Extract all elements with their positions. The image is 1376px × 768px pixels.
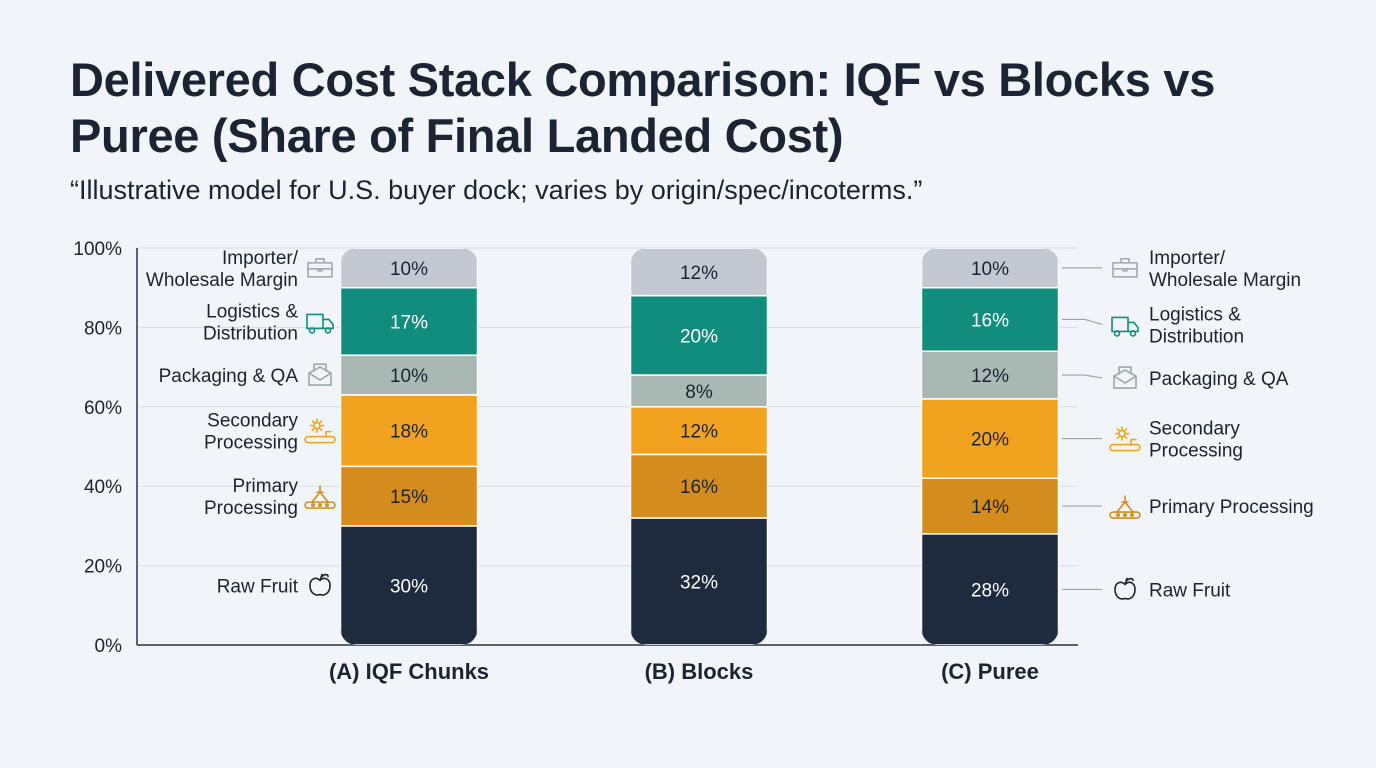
legend-label: Packaging & QA — [1149, 369, 1289, 390]
bar-segment — [921, 248, 1059, 289]
data-label: 12% — [680, 263, 718, 284]
bar-segment — [921, 350, 1059, 400]
apple-icon — [309, 573, 331, 596]
y-tick-label: 60% — [84, 398, 122, 419]
bar-segment — [630, 248, 768, 297]
data-label: 30% — [390, 576, 428, 597]
legend-label: Primary — [233, 476, 299, 497]
legend-label: Secondary — [207, 411, 298, 432]
x-tick-label: (C) Puree — [941, 659, 1039, 684]
data-label: 17% — [390, 312, 428, 333]
legend: Raw FruitPrimaryProcessingSecondaryProce… — [146, 248, 1314, 602]
data-label: 8% — [685, 382, 713, 403]
y-tick-label: 40% — [84, 477, 122, 498]
bars — [340, 248, 1059, 645]
data-label: 28% — [971, 580, 1009, 601]
gear-conveyor-icon — [1109, 426, 1141, 452]
legend-label: Logistics & — [1149, 304, 1241, 325]
package-icon — [308, 363, 332, 386]
data-label: 12% — [971, 366, 1009, 387]
data-label: 20% — [680, 326, 718, 347]
x-tick-label: (A) IQF Chunks — [329, 659, 489, 684]
legend-label: Logistics & — [206, 301, 298, 322]
y-tick-label: 20% — [84, 557, 122, 578]
bar-segment — [340, 248, 478, 289]
bar-group — [340, 248, 478, 645]
briefcase-icon — [1112, 258, 1138, 278]
leader-line — [1062, 374, 1103, 379]
y-tick-label: 100% — [73, 239, 122, 260]
data-label: 10% — [390, 259, 428, 280]
legend-label: Importer/ — [1149, 248, 1226, 269]
bar-segment — [340, 525, 478, 645]
bar-segment — [921, 286, 1059, 352]
data-label: 15% — [390, 487, 428, 508]
bar-segment — [921, 533, 1059, 645]
legend-label: Processing — [204, 498, 298, 519]
axes: 0% 20% 40% 60% 80% 100% (A) IQF Chunks (B) Bloc… — [73, 239, 1078, 684]
data-label: 10% — [971, 259, 1009, 280]
conveyor-icon — [304, 485, 336, 509]
legend-label: Secondary — [1149, 419, 1240, 440]
briefcase-icon — [307, 258, 333, 278]
bar-group — [630, 248, 768, 645]
bar-segment — [630, 406, 768, 456]
data-labels: 30% 15% 18% 10% 17% 10% 32% 16% 12% 8% 20% 12% 28% 14… — [390, 259, 1009, 602]
data-label: 16% — [680, 477, 718, 498]
data-label: 10% — [390, 366, 428, 387]
bar-segment — [630, 453, 768, 519]
legend-label: Importer/ — [222, 248, 299, 269]
chart-subtitle: “Illustrative model for U.S. buyer dock;… — [70, 175, 923, 205]
bar-segment — [921, 398, 1059, 480]
truck-icon — [306, 313, 334, 334]
data-label: 16% — [971, 310, 1009, 331]
legend-label: Raw Fruit — [217, 576, 299, 597]
data-label: 12% — [680, 422, 718, 443]
bar-segment — [340, 465, 478, 527]
bar-segment — [340, 354, 478, 396]
legend-label: Distribution — [203, 323, 298, 344]
legend-label: Raw Fruit — [1149, 580, 1231, 601]
legend-label: Processing — [204, 433, 298, 454]
conveyor-icon — [1109, 495, 1141, 519]
x-tick-label: (B) Blocks — [645, 659, 754, 684]
package-icon — [1113, 366, 1137, 389]
bar-group — [921, 248, 1059, 645]
apple-icon — [1114, 577, 1136, 600]
legend-label: Wholesale Margin — [146, 270, 298, 291]
data-label: 14% — [971, 497, 1009, 518]
truck-icon — [1111, 316, 1139, 337]
legend-label: Wholesale Margin — [1149, 270, 1301, 291]
bar-segment — [630, 294, 768, 376]
bar-segment — [340, 286, 478, 356]
legend-label: Distribution — [1149, 326, 1244, 347]
y-tick-label: 80% — [84, 318, 122, 339]
data-label: 32% — [680, 572, 718, 593]
legend-label: Packaging & QA — [159, 366, 299, 387]
gridlines — [137, 247, 1078, 567]
legend-label: Primary Processing — [1149, 497, 1314, 518]
y-tick-label: 0% — [95, 636, 123, 657]
data-label: 20% — [971, 430, 1009, 451]
legend-label: Processing — [1149, 441, 1243, 462]
gear-conveyor-icon — [304, 418, 336, 444]
chart-title: Delivered Cost Stack Comparison: IQF vs … — [70, 53, 1216, 162]
data-label: 18% — [390, 422, 428, 443]
leader-line — [1062, 318, 1103, 326]
